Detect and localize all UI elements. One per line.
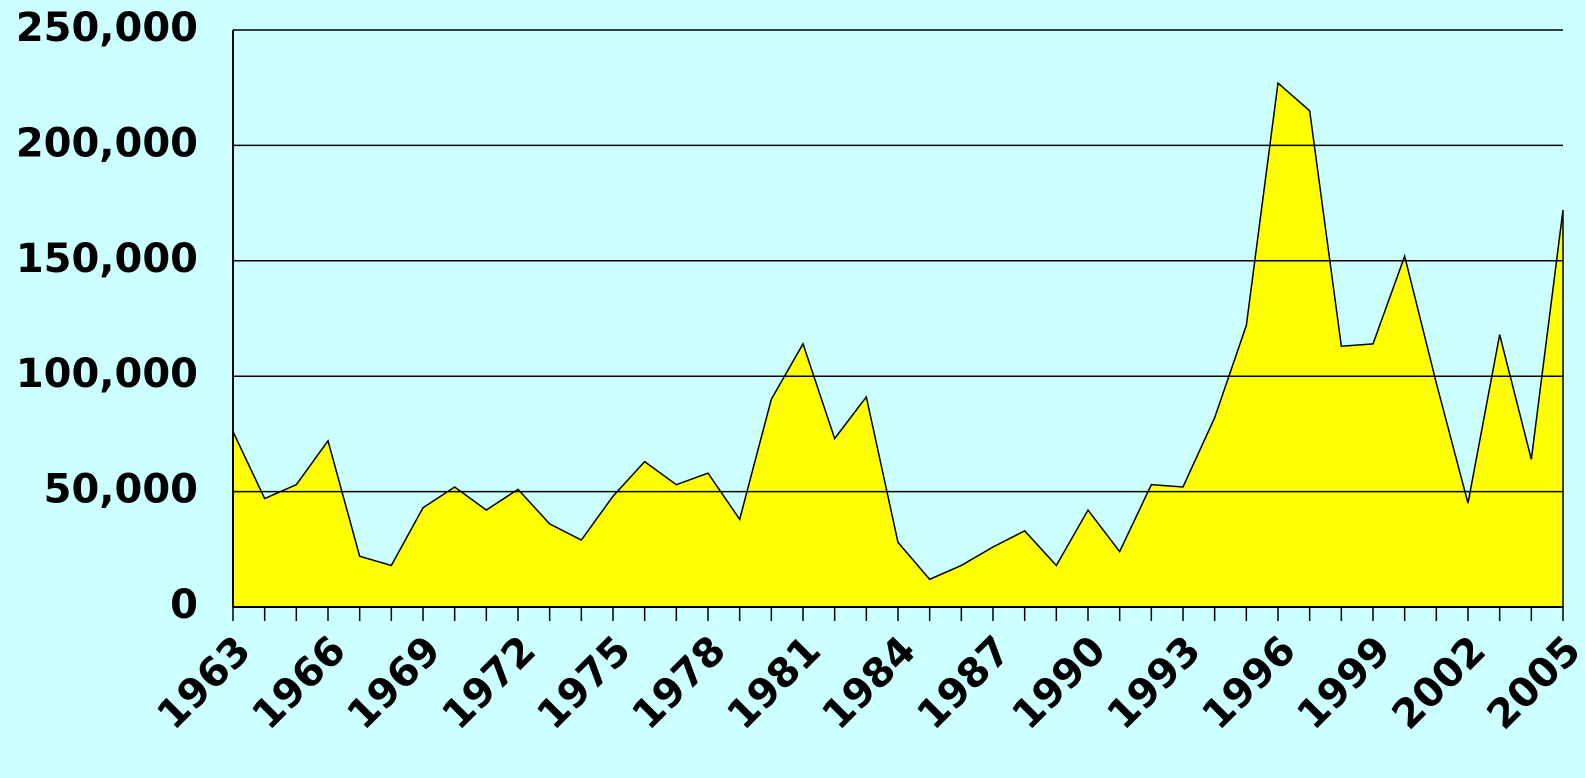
x-tick-label: 1975	[529, 627, 640, 738]
x-tick-label: 2005	[1479, 627, 1585, 738]
y-tick-label: 100,000	[16, 351, 198, 397]
x-tick-label: 1984	[814, 627, 925, 738]
x-tick-label: 1990	[1004, 627, 1115, 738]
x-tick-label: 1978	[624, 627, 735, 738]
y-tick-label: 200,000	[16, 120, 198, 166]
x-tick-label: 1963	[149, 627, 260, 738]
x-tick-label: 1999	[1289, 627, 1400, 738]
area	[232, 81, 1564, 608]
x-tick-label: 1969	[339, 627, 450, 738]
y-tick-label: 50,000	[44, 467, 198, 513]
y-tick-label: 0	[170, 582, 198, 628]
x-tick-label: 1996	[1194, 627, 1305, 738]
y-tick-label: 150,000	[16, 236, 198, 282]
y-tick-label: 250,000	[16, 5, 198, 51]
x-tick-label: 1987	[909, 627, 1020, 738]
x-tick-label: 1972	[434, 627, 545, 738]
x-tick-label: 2002	[1384, 627, 1495, 738]
x-tick-label: 1966	[244, 627, 355, 738]
x-tick-label: 1993	[1099, 627, 1210, 738]
x-tick-label: 1981	[719, 627, 830, 738]
